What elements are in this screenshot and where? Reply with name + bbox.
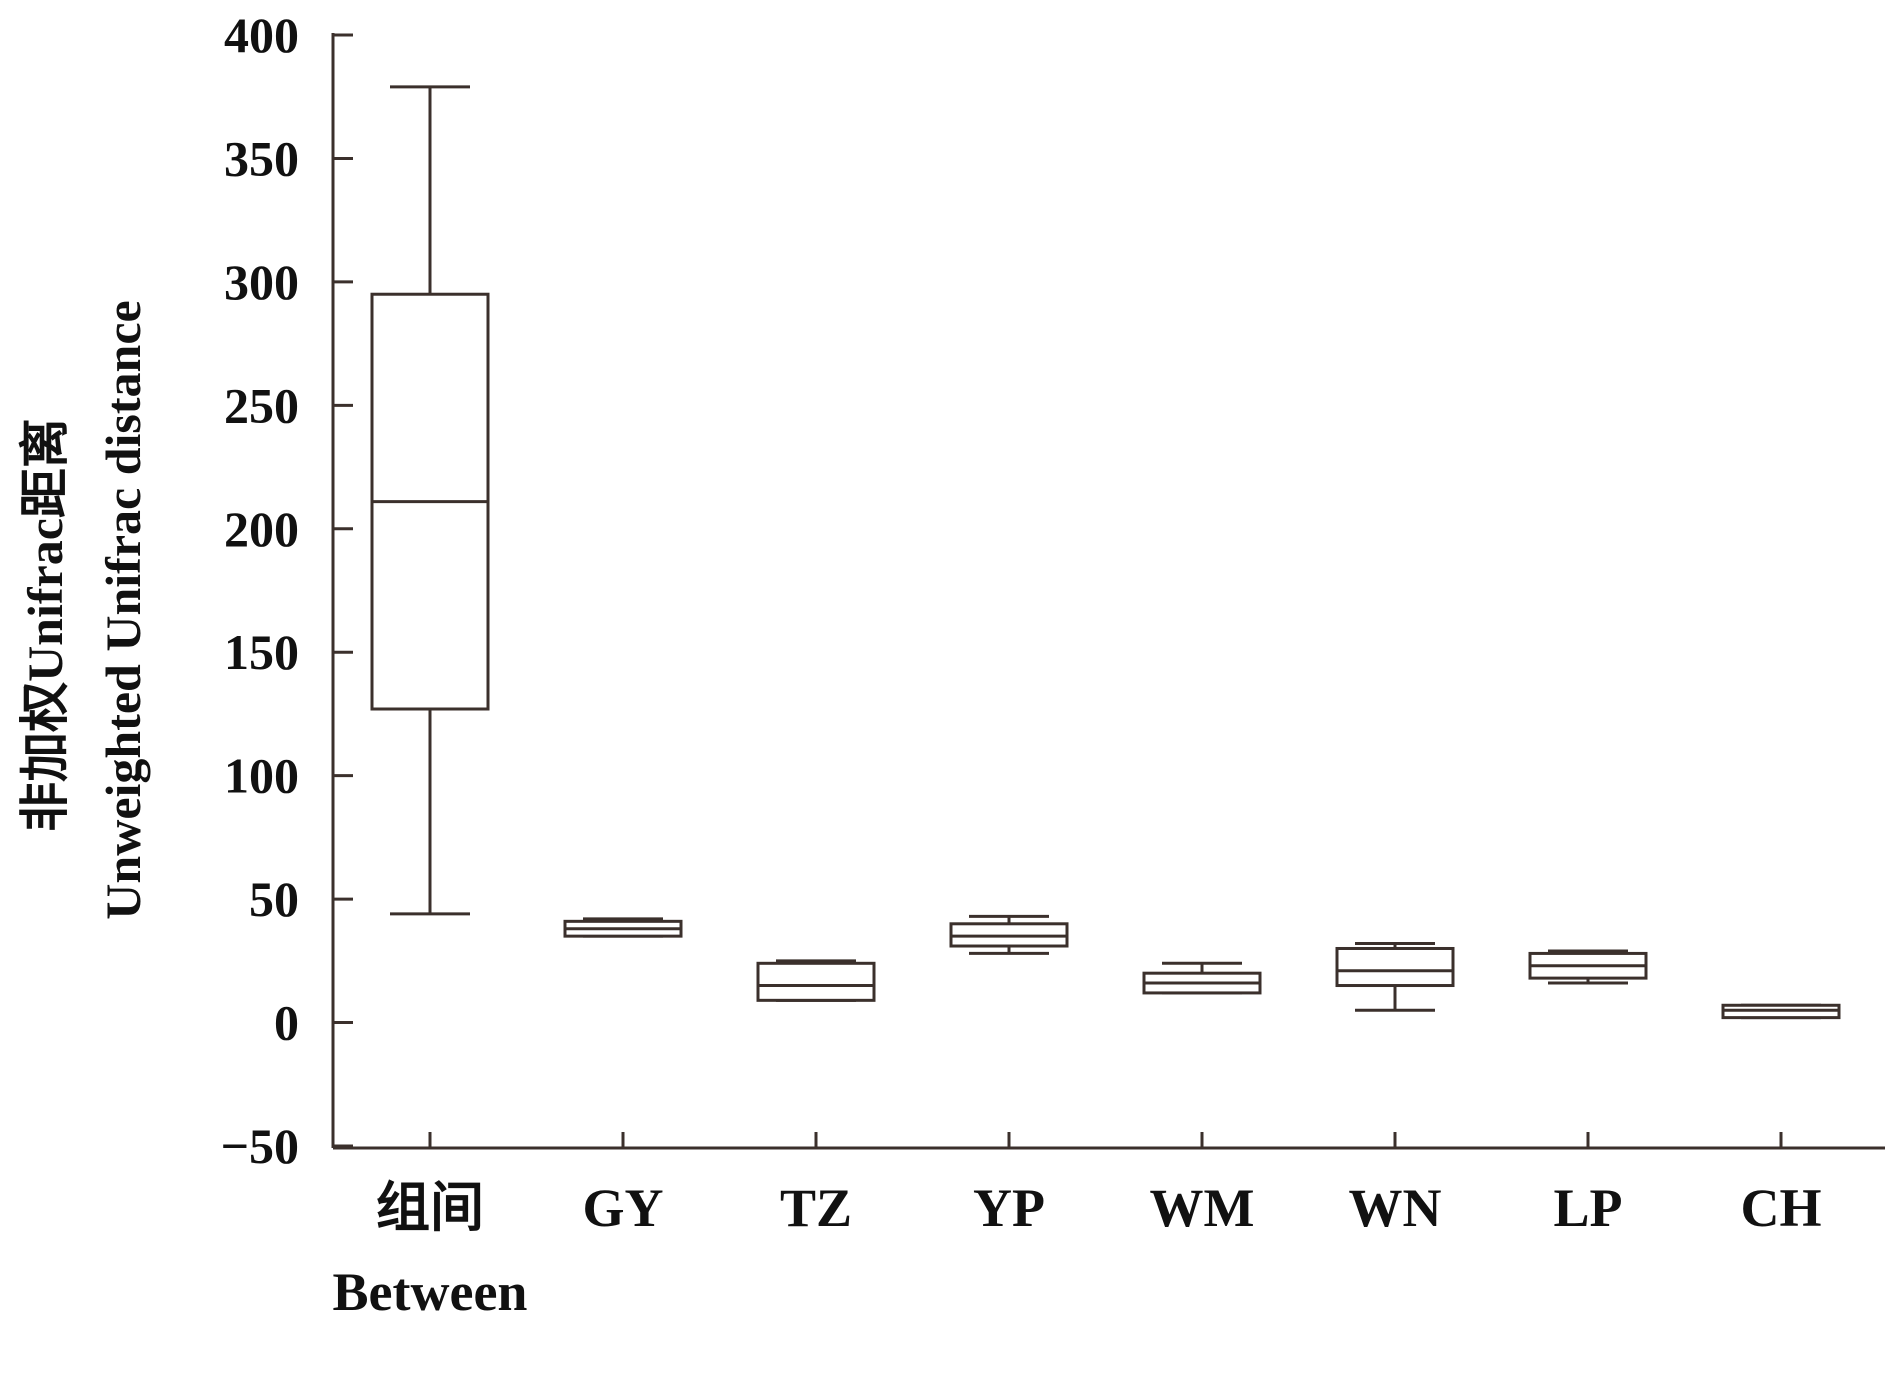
x-ticks: 组间 Between GY TZ YP WM WN LP CH [333, 1132, 1822, 1322]
x-tick-label: CH [1741, 1178, 1822, 1238]
box-YP [949, 914, 1069, 955]
y-tick-label: 100 [224, 748, 299, 804]
iqr-box [756, 961, 876, 1002]
y-ticks: 400 350 300 250 200 150 100 50 0 −50 [221, 7, 353, 1174]
boxes [370, 85, 1841, 1020]
y-tick-label: 400 [224, 7, 299, 63]
axes [331, 33, 1885, 1150]
x-tick-label: GY [583, 1178, 664, 1238]
box-组间 [370, 85, 490, 916]
box-CH [1721, 1003, 1841, 1020]
box-WN [1335, 942, 1455, 1012]
x-tick-label: WM [1150, 1178, 1255, 1238]
y-tick-label: 0 [274, 995, 299, 1051]
x-tick-label: TZ [780, 1178, 852, 1238]
box-LP [1528, 949, 1648, 985]
y-tick-label: 300 [224, 254, 299, 310]
x-tick-label: LP [1553, 1178, 1622, 1238]
y-axis-label: 非加权Unifrac距离 Unweighted Unifrac distance [17, 300, 151, 919]
y-axis-label-cn: 非加权Unifrac距离 [17, 418, 73, 832]
y-axis-label-en: Unweighted Unifrac distance [95, 300, 151, 919]
y-tick-label: 350 [224, 130, 299, 186]
y-tick-label: 200 [224, 501, 299, 557]
y-tick-label: 50 [249, 871, 299, 927]
x-tick-label: 组间 [376, 1178, 484, 1238]
iqr-box [1335, 946, 1455, 988]
y-tick-label: 250 [224, 377, 299, 433]
x-tick-label: WN [1349, 1178, 1442, 1238]
x-tick-sublabel: Between [333, 1262, 528, 1322]
box-GY [563, 917, 683, 938]
box-WM [1142, 961, 1262, 995]
y-tick-label: −50 [221, 1118, 300, 1174]
x-tick-label: YP [973, 1178, 1045, 1238]
y-tick-label: 150 [224, 624, 299, 680]
box-TZ [756, 959, 876, 1002]
